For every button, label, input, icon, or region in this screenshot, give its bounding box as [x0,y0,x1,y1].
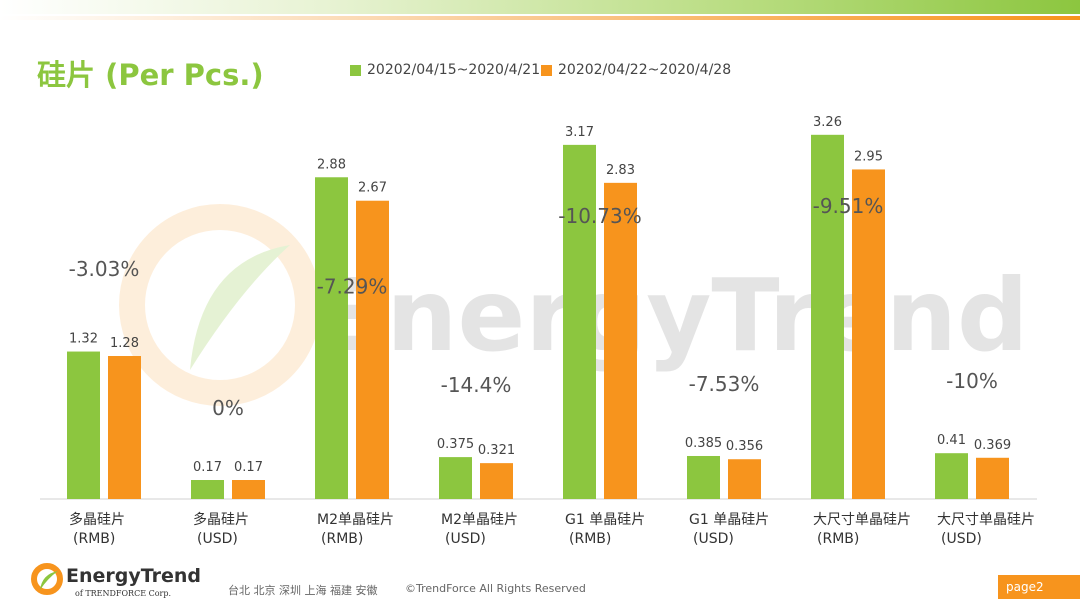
page-number-badge: page2 [998,575,1080,599]
category-label-6: 大尺寸单晶硅片 [813,512,911,528]
data-label-series2-0: 1.28 [110,336,139,351]
data-label-series1-3: 0.375 [437,437,474,452]
bar-series1-1 [191,480,224,499]
bar-series2-0 [108,356,141,499]
bar-series2-6 [852,169,885,499]
data-label-series2-7: 0.369 [974,438,1011,453]
legend-label-series1: 20202/04/15~2020/4/21 [367,62,541,78]
bar-series2-2 [356,200,389,500]
watermark: EnergyTrend [119,204,1029,406]
category-label-5: G1 单晶硅片 [689,512,769,528]
footer-copyright: ©TrendForce All Rights Reserved [405,582,586,595]
legend-item-series1: 20202/04/15~2020/4/21 [350,62,540,78]
change-label-6: -9.51% [813,194,884,218]
category-unit-label-6: (RMB) [817,531,859,547]
bar-series1-0 [67,351,100,499]
category-unit-label-1: (USD) [197,531,238,547]
energytrend-logo-icon [31,563,63,595]
bar-series1-2 [315,177,348,499]
chart-title: 硅片 (Per Pcs.) [37,58,264,92]
watermark-leaf-icon [190,245,290,370]
footer-cities: 台北 北京 深圳 上海 福建 安徽 [228,584,378,597]
bar-series1-6 [811,134,844,499]
data-label-series1-5: 0.385 [685,436,722,451]
watermark-text: EnergyTrend [318,257,1029,374]
change-label-3: -14.4% [441,373,512,397]
category-label-4: G1 单晶硅片 [565,512,645,528]
change-label-5: -7.53% [689,372,760,396]
data-label-series1-1: 0.17 [193,460,222,475]
bar-series2-3 [480,463,513,499]
data-label-series1-4: 3.17 [565,125,594,140]
data-label-series2-3: 0.321 [478,443,515,458]
category-label-3: M2单晶硅片 [441,512,518,528]
data-label-series2-1: 0.17 [234,460,263,475]
bar-series2-7 [976,457,1009,499]
category-unit-label-0: (RMB) [73,531,115,547]
data-label-series1-7: 0.41 [937,433,966,448]
category-label-7: 大尺寸单晶硅片 [937,512,1035,528]
category-unit-label-7: (USD) [941,531,982,547]
change-label-4: -10.73% [558,204,641,228]
top-decor-band [0,0,1080,14]
bar-series2-5 [728,459,761,499]
legend-label-series2: 20202/04/22~2020/4/28 [558,62,732,78]
legend-swatch-series1 [350,64,361,76]
category-label-0: 多晶硅片 [69,511,125,528]
category-unit-label-4: (RMB) [569,531,611,547]
data-label-series2-4: 2.83 [606,163,635,178]
watermark-logo-icon [119,204,321,406]
category-unit-label-5: (USD) [693,531,734,547]
change-label-0: -3.03% [69,257,140,281]
category-unit-label-3: (USD) [445,531,486,547]
bar-series1-5 [687,455,720,499]
bar-series1-3 [439,457,472,499]
footer-brand-sub: of TRENDFORCE Corp. [75,589,171,598]
legend-swatch-series2 [541,64,552,76]
change-label-1: 0% [212,396,244,420]
bar-series1-7 [935,453,968,499]
legend-item-series2: 20202/04/22~2020/4/28 [541,62,731,78]
data-label-series2-6: 2.95 [854,149,883,164]
category-label-2: M2单晶硅片 [317,512,394,528]
category-unit-label-2: (RMB) [321,531,363,547]
change-label-7: -10% [946,369,998,393]
data-label-series1-6: 3.26 [813,115,842,130]
footer-brand: EnergyTrend [66,565,202,587]
data-label-series2-5: 0.356 [726,439,763,454]
data-label-series1-0: 1.32 [69,332,98,347]
data-label-series1-2: 2.88 [317,157,346,172]
change-label-2: -7.29% [317,274,388,298]
bar-series2-1 [232,480,265,499]
category-label-1: 多晶硅片 [193,511,249,528]
top-decor-line [0,16,1080,20]
data-label-series2-2: 2.67 [358,181,387,196]
bar-series1-4 [563,144,596,499]
bar-series2-4 [604,182,637,499]
